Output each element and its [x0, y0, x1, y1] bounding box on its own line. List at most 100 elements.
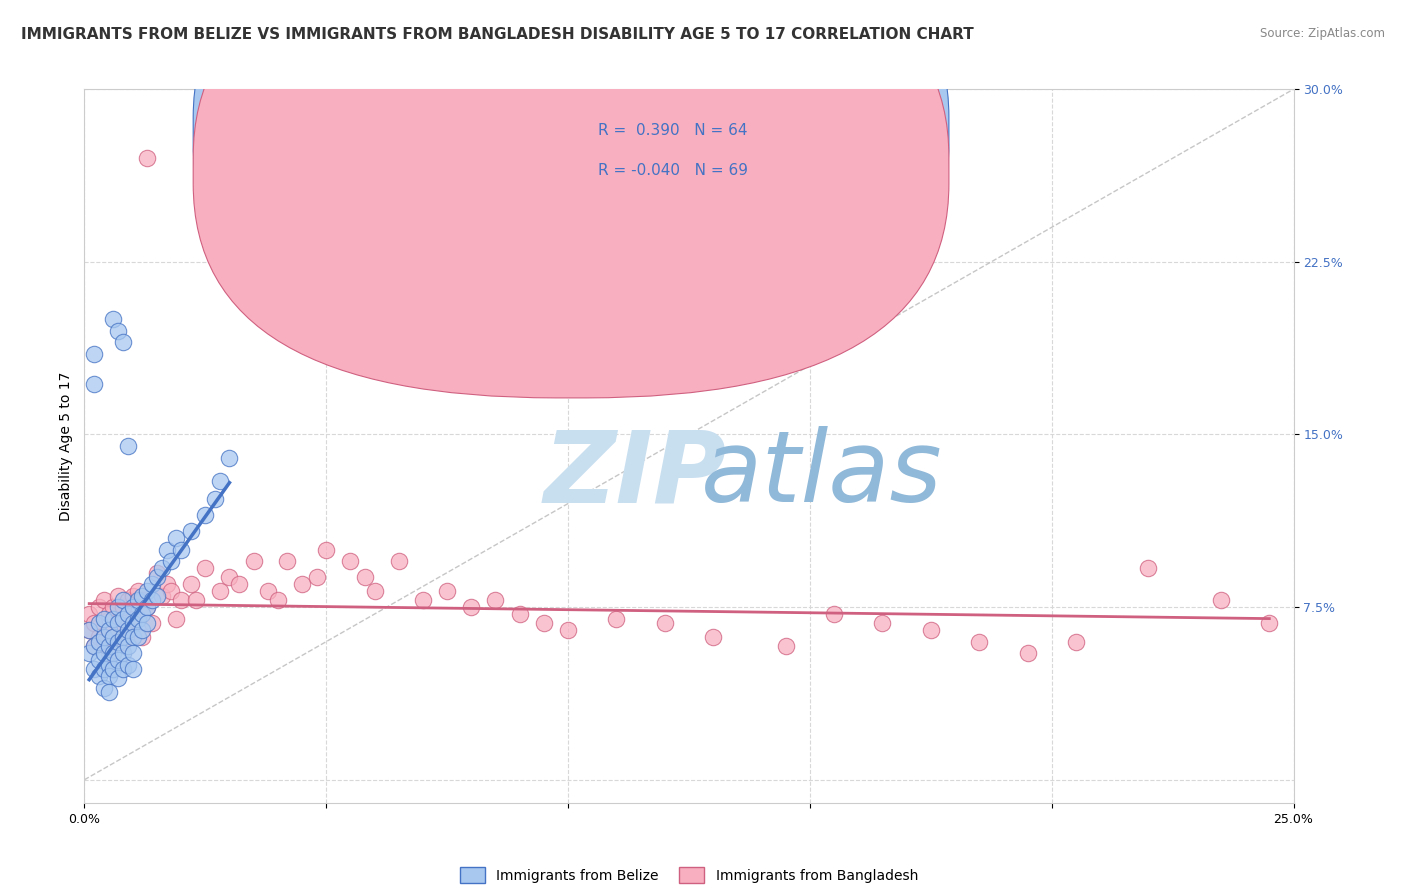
Point — [131, 623, 153, 637]
Point — [107, 616, 129, 631]
Point — [1064, 634, 1087, 648]
Point — [83, 616, 105, 631]
Point — [103, 630, 125, 644]
Point — [112, 593, 135, 607]
Point — [141, 577, 163, 591]
Point — [131, 593, 153, 607]
Point — [131, 630, 153, 644]
Point — [1258, 616, 1281, 631]
Point — [103, 630, 125, 644]
Point — [180, 577, 202, 591]
Point — [127, 593, 149, 607]
Point — [121, 600, 143, 615]
Point — [460, 600, 482, 615]
Point — [93, 662, 115, 676]
Point — [117, 593, 139, 607]
Point — [112, 662, 135, 676]
Point — [97, 669, 120, 683]
Point — [112, 634, 135, 648]
Point — [127, 630, 149, 644]
Point — [184, 593, 207, 607]
Point — [93, 593, 115, 607]
Point — [77, 607, 100, 621]
Point — [121, 662, 143, 676]
Point — [509, 607, 531, 621]
Point — [83, 347, 105, 361]
Point — [87, 616, 110, 631]
Point — [97, 607, 120, 621]
Point — [117, 640, 139, 654]
Point — [87, 653, 110, 667]
Point — [388, 554, 411, 568]
Point — [160, 554, 183, 568]
Point — [228, 577, 250, 591]
Text: ZIP: ZIP — [544, 426, 727, 523]
Point — [107, 600, 129, 615]
Point — [112, 612, 135, 626]
Point — [131, 607, 153, 621]
Text: Source: ZipAtlas.com: Source: ZipAtlas.com — [1260, 27, 1385, 40]
Point — [160, 584, 183, 599]
Point — [112, 335, 135, 350]
Point — [339, 554, 361, 568]
Point — [165, 531, 187, 545]
Point — [97, 640, 120, 654]
Point — [107, 653, 129, 667]
Point — [204, 491, 226, 506]
Point — [702, 630, 724, 644]
Point — [87, 600, 110, 615]
Point — [103, 312, 125, 326]
Point — [97, 623, 120, 637]
Point — [146, 570, 169, 584]
Point — [276, 554, 298, 568]
Point — [1209, 593, 1232, 607]
Point — [121, 630, 143, 644]
Point — [93, 634, 115, 648]
Point — [141, 593, 163, 607]
Point — [146, 566, 169, 580]
Point — [1017, 646, 1039, 660]
Point — [823, 607, 845, 621]
Point — [117, 623, 139, 637]
Point — [103, 646, 125, 660]
Point — [83, 640, 105, 654]
Point — [484, 593, 506, 607]
Point — [97, 623, 120, 637]
Legend: Immigrants from Belize, Immigrants from Bangladesh: Immigrants from Belize, Immigrants from … — [454, 862, 924, 888]
Point — [97, 685, 120, 699]
Point — [121, 646, 143, 660]
Point — [117, 657, 139, 672]
Point — [121, 589, 143, 603]
Point — [165, 612, 187, 626]
Point — [103, 612, 125, 626]
Point — [107, 589, 129, 603]
Point — [136, 616, 159, 631]
Point — [121, 612, 143, 626]
Text: atlas: atlas — [702, 426, 942, 523]
Point — [654, 616, 676, 631]
Point — [920, 623, 942, 637]
Point — [146, 589, 169, 603]
Point — [305, 570, 328, 584]
Point — [112, 646, 135, 660]
Point — [872, 616, 894, 631]
Point — [127, 584, 149, 599]
Point — [180, 524, 202, 538]
Point — [170, 542, 193, 557]
Point — [107, 634, 129, 648]
Point — [155, 542, 177, 557]
Point — [103, 662, 125, 676]
Point — [87, 630, 110, 644]
FancyBboxPatch shape — [193, 0, 949, 359]
FancyBboxPatch shape — [193, 0, 949, 398]
Point — [77, 623, 100, 637]
Point — [83, 662, 105, 676]
Point — [267, 593, 290, 607]
Point — [155, 577, 177, 591]
Point — [117, 623, 139, 637]
Point — [87, 669, 110, 683]
Point — [93, 630, 115, 644]
Point — [87, 634, 110, 648]
Point — [107, 672, 129, 686]
Point — [150, 561, 173, 575]
